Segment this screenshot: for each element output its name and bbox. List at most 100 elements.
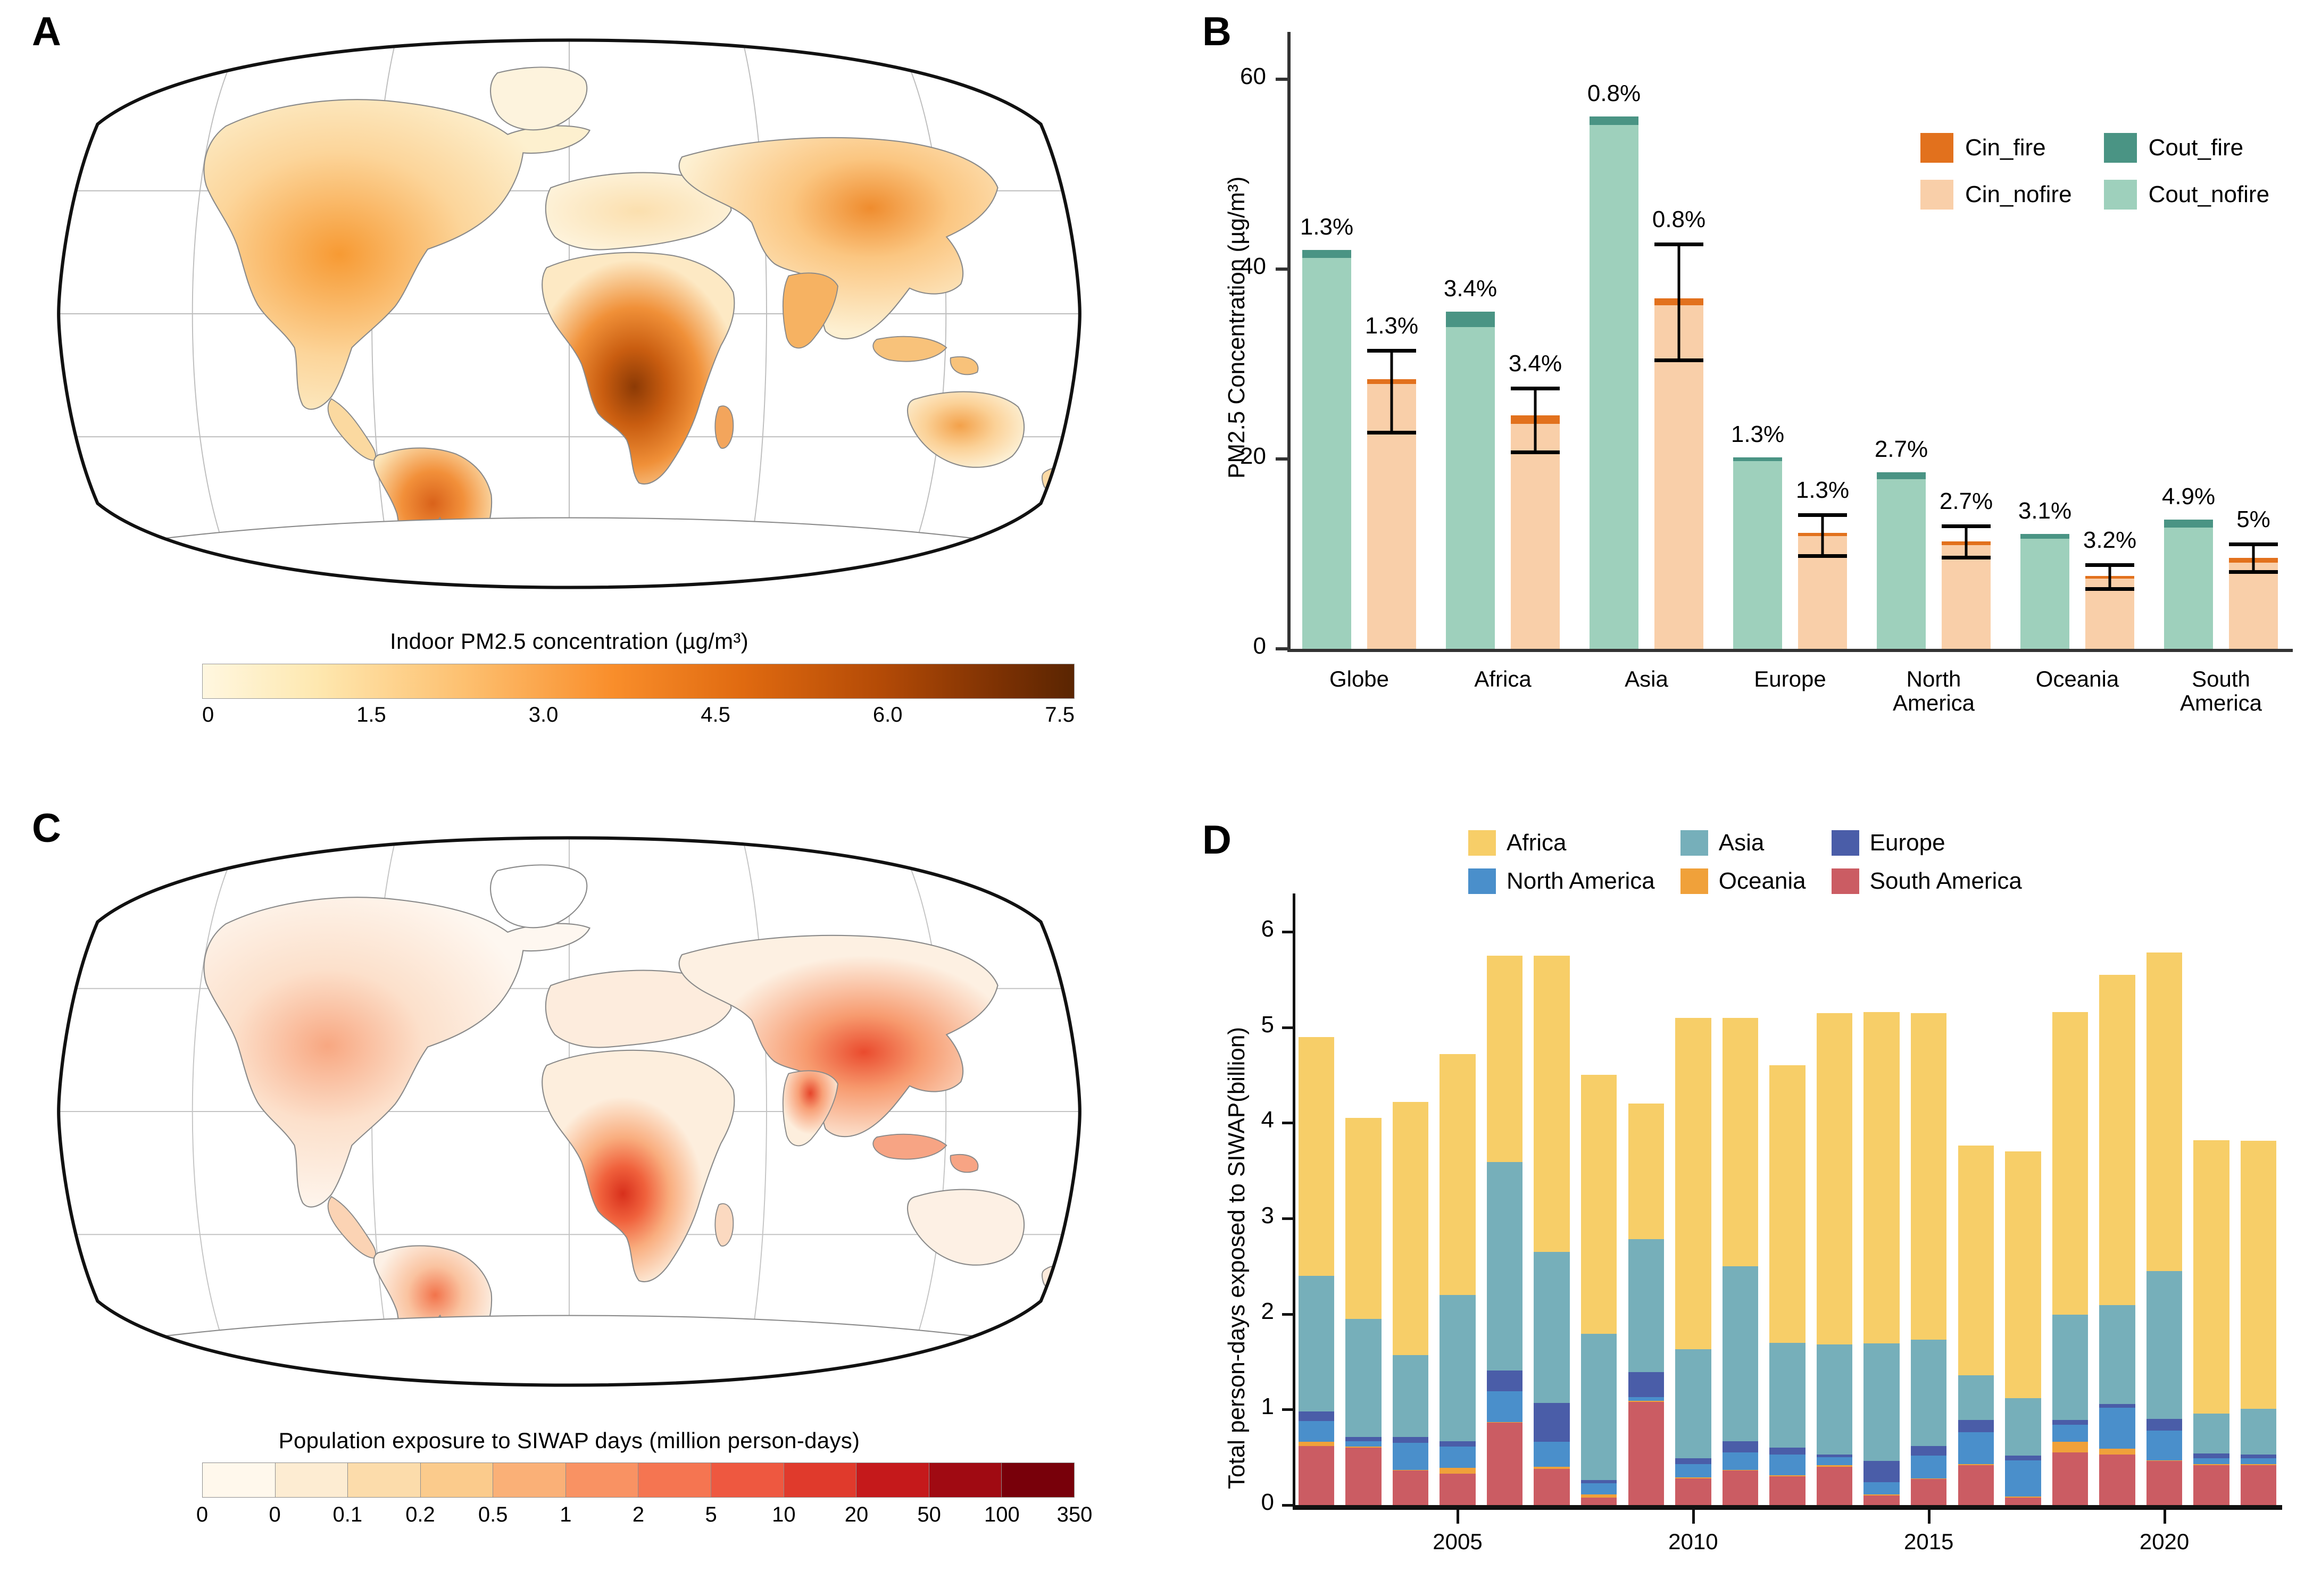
colorbar-c-bin-9 [856,1463,929,1497]
panel-d-segment-asia [1816,1344,1853,1455]
colorbar-c-tick: 100 [984,1503,1020,1526]
landmass-africa [542,1049,735,1282]
panel-d-x-tick-label: 2020 [2139,1529,2190,1554]
panel-b-indoor-pct-label: 3.4% [1508,350,1562,377]
panel-d-segment-asia [1486,1162,1523,1371]
panel-b-indoor-error-bar [1511,387,1560,455]
panel-d-segment-africa [1392,1101,1429,1355]
panel-b-legend: Cin_fire Cout_fire Cin_nofire Cout_nofire [1920,133,2269,210]
error-bar-cap-bottom [1942,556,1991,560]
panel-d-segment-north-america [1486,1391,1523,1422]
panel-d-segment-south-america [1440,1473,1476,1505]
panel-d-segment-africa [1769,1065,1806,1343]
panel-d-segment-north-america [1298,1420,1334,1442]
colorbar-c-bin-0 [203,1463,276,1497]
panel-d-segment-europe [1958,1420,1994,1433]
panel-d-x-tick-label: 2010 [1668,1529,1718,1554]
panel-d-segment-north-america [1581,1483,1617,1495]
panel-d-segment-south-america [1392,1470,1429,1505]
panel-d-stacked-bar [1440,893,1476,1505]
legend-label: Cout_nofire [2148,181,2270,207]
panel-d-segment-north-america [2052,1425,2089,1442]
panel-d-segment-north-america [1675,1464,1711,1477]
panel-d-segment-europe [1863,1461,1900,1482]
map-svg-panel-a [57,38,1081,589]
panel-d-legend: Africa Asia Europe North America Oceania Sout… [1468,830,2022,895]
panel-d-segment-asia [2241,1408,2277,1455]
panel-b-outdoor-pct-label: 1.3% [1730,421,1785,447]
legend-label: Cout_fire [2148,135,2244,161]
panel-d-stacked-bar [1628,893,1664,1505]
landmass-india [782,1070,838,1147]
landmass-antarctica [117,517,1021,587]
panel-d-segment-north-america [1440,1447,1476,1468]
panel-d-segment-north-america [1628,1397,1664,1401]
panel-d-x-tick [1927,1510,1931,1524]
error-bar-cap-bottom [2085,587,2134,591]
colorbar-c-bin-5 [565,1463,639,1497]
legend-swatch-asia [1680,830,1708,856]
panel-d-segment-africa [1958,1146,1994,1375]
panel-d-segment-north-america [1911,1455,1947,1478]
panel-d-segment-europe [2052,1420,2089,1425]
panel-d-segment-south-america [1863,1495,1900,1505]
panel-b-x-tick-label: South America [2179,666,2262,716]
panel-d-segment-oceania [2052,1442,2089,1453]
panel-d-segment-oceania [2146,1460,2183,1461]
panel-b-indoor-pct-label: 1.3% [1364,313,1419,339]
panel-b-y-tick [1276,78,1287,81]
panel-d-segment-africa [1440,1054,1476,1295]
panel-b-indoor-error-bar [1654,243,1703,363]
colorbar-c-tick: 0.2 [405,1503,435,1526]
panel-d-segment-oceania [2193,1464,2229,1465]
panel-d-segment-south-america [1486,1423,1523,1505]
colorbar-c-bin-6 [638,1463,712,1497]
error-bar-cap-top [1654,243,1703,247]
error-bar-cap-top [1798,513,1847,517]
colorbar-c-bin-11 [1002,1463,1074,1497]
panel-d-segment-oceania [2099,1448,2135,1455]
panel-d-y-tick-label: 1 [1261,1393,1274,1420]
panel-d-segment-africa [1345,1118,1382,1319]
error-bar-line [1390,349,1393,434]
panel-d-segment-oceania [1486,1422,1523,1423]
panel-d-segment-europe [1345,1437,1382,1441]
colorbar-c-tick: 0 [196,1503,209,1526]
landmass-north-america [203,897,591,1208]
panel-d-segment-south-america [1958,1465,1994,1505]
panel-b-outdoor-bar [2164,520,2213,649]
landmass-africa [542,252,735,484]
panel-d-segment-asia [2052,1315,2089,1420]
panel-d-segment-europe [1722,1441,1759,1453]
panel-d-y-tick [1282,1408,1293,1411]
panel-d-stacked-bar [1392,893,1429,1505]
panel-b-indoor-error-bar [1942,524,1991,560]
panel-d-y-tick [1282,1122,1293,1125]
colorbar-c-title: Population exposure to SIWAP days (milli… [278,1428,860,1453]
panel-b-y-tick-label: 40 [1240,253,1266,280]
panel-d-stacked-bar [1345,893,1382,1505]
panel-d-segment-europe [1392,1437,1429,1443]
panel-d-segment-europe [1769,1448,1806,1455]
colorbar-c-bin-2 [348,1463,421,1497]
panel-b-y-tick-label: 20 [1240,443,1266,470]
landmass-southeast-asia-islands [872,336,979,375]
panel-d-segment-europe [2241,1454,2277,1458]
error-bar-line [1534,387,1537,455]
panel-d-segment-asia [1534,1251,1570,1403]
panel-d-stacked-bar [1534,893,1570,1505]
panel-d-y-tick [1282,930,1293,933]
panel-d-y-tick [1282,1026,1293,1029]
panel-d-segment-europe [1816,1454,1853,1458]
panel-b-x-tick-label: Oceania [2035,666,2119,691]
landmass-central-america [327,1196,377,1259]
panel-d-segment-oceania [2241,1464,2277,1465]
panel-d-segment-asia [2005,1398,2041,1456]
colorbar-c-bin-1 [275,1463,348,1497]
panel-d-segment-south-america [1722,1470,1759,1505]
panel-d-segment-north-america [1769,1454,1806,1476]
error-bar-cap-bottom [1367,430,1416,434]
legend-label: Cin_fire [1965,135,2046,161]
panel-d-segment-south-america [2241,1465,2277,1505]
panel-d-segment-oceania [1958,1464,1994,1465]
